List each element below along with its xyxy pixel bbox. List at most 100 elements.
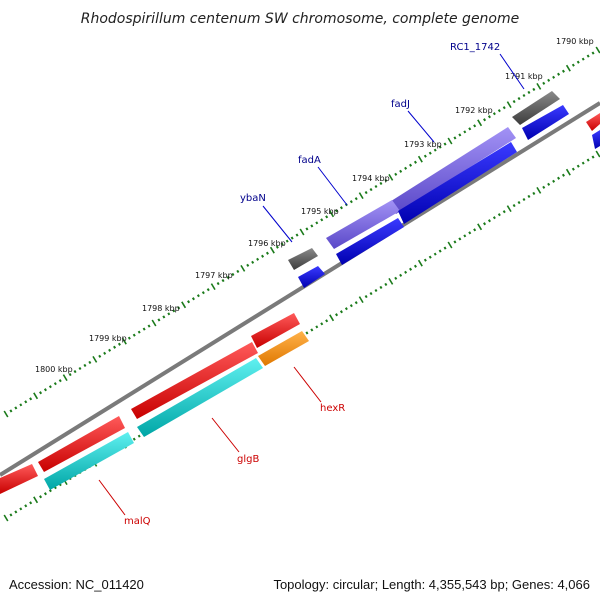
gene-hexR[interactable] [258,331,309,366]
outer-minor-tick [571,63,575,67]
outer-minor-tick [83,363,87,368]
outer-minor-tick [14,406,18,410]
inner-minor-tick [137,434,141,438]
outer-minor-tick [58,379,62,383]
inner-minor-tick [483,222,487,226]
outer-minor-tick [221,278,225,283]
inner-minor-tick [433,252,437,256]
outer-minor-tick [399,169,403,173]
inner-major-tick [33,496,39,504]
inner-minor-tick [492,216,496,220]
gene-label-ybaN: ybaN [240,193,266,204]
gene-ybaN[interactable] [288,248,318,270]
outer-major-tick [388,173,394,181]
cds-blue-4[interactable] [298,266,325,288]
outer-minor-tick [349,200,353,204]
outer-minor-tick [98,354,102,358]
inner-minor-tick [532,191,536,196]
inner-minor-tick [571,167,575,171]
inner-major-tick [417,259,423,267]
outer-minor-tick [423,154,427,158]
gene-label-malQ: malQ [124,516,151,527]
cds-red-4[interactable] [38,416,125,472]
inner-minor-tick [354,301,358,305]
cds-red-5[interactable] [0,464,38,494]
cds-blue-5[interactable] [592,130,600,149]
outer-minor-tick [216,281,220,286]
leader-rc1-1742 [499,53,525,90]
outer-minor-tick [73,369,77,374]
outer-major-tick [477,119,483,127]
cds-red-2[interactable] [251,313,300,348]
outer-minor-tick [310,224,314,228]
outer-minor-tick [591,51,595,55]
outer-minor-tick [581,57,585,61]
gene-label-rc1-1742: RC1_1742 [450,42,500,53]
outer-minor-tick [78,366,82,371]
gene-fada[interactable] [326,200,400,249]
kbp-label-1791: 1791 kbp [505,72,543,81]
inner-minor-tick [339,310,343,314]
outer-minor-tick [137,330,141,334]
leader-fadj [407,110,435,143]
inner-minor-tick [43,492,47,496]
outer-minor-tick [473,124,477,128]
inner-minor-tick [428,255,432,259]
outer-minor-tick [512,99,516,104]
outer-minor-tick [433,148,437,152]
leader-malQ [98,479,126,516]
outer-minor-tick [561,69,565,73]
outer-minor-tick [19,403,23,407]
outer-minor-tick [157,318,161,322]
inner-minor-tick [557,176,561,180]
inner-minor-tick [132,437,136,441]
inner-major-tick [506,205,512,213]
outer-minor-tick [369,187,373,192]
outer-minor-tick [142,327,146,331]
outer-major-tick [358,192,364,200]
outer-minor-tick [443,142,447,146]
outer-minor-tick [487,115,491,119]
inner-minor-tick [438,249,442,253]
inner-major-tick [477,223,483,231]
leader-hexR [293,366,322,403]
kbp-label-1798: 1798 kbp [142,304,180,313]
outer-minor-tick [191,297,195,301]
gene-fadj[interactable] [388,127,516,214]
outer-minor-tick [502,106,506,110]
gene-rc1-1742[interactable] [512,91,560,125]
outer-minor-tick [335,209,339,213]
outer-minor-tick [384,178,388,183]
outer-minor-tick [552,75,556,79]
outer-major-tick [181,301,187,309]
outer-minor-tick [231,272,235,277]
gene-malQ[interactable] [44,432,134,490]
inner-minor-tick [24,504,28,508]
inner-minor-tick [423,258,427,262]
outer-minor-tick [117,342,121,346]
outer-minor-tick [132,333,136,337]
cds-red-1[interactable] [586,113,600,131]
outer-minor-tick [39,391,43,395]
outer-minor-tick [522,93,526,98]
cds-blue-3[interactable] [336,218,404,265]
outer-major-tick [3,410,9,418]
outer-minor-tick [320,218,324,222]
outer-minor-tick [453,136,457,140]
outer-minor-tick [542,81,546,85]
outer-minor-tick [339,206,343,210]
outer-major-tick [299,228,305,236]
leader-fada [317,166,348,206]
outer-minor-tick [483,118,487,122]
kbp-label-1799: 1799 kbp [89,334,127,343]
outer-minor-tick [177,306,181,310]
inner-minor-tick [48,489,52,493]
inner-minor-tick [487,219,491,223]
outer-minor-tick [295,233,299,237]
cds-blue-2[interactable] [398,142,517,224]
outer-minor-tick [172,309,176,313]
cds-red-3[interactable] [131,342,258,419]
gene-glgB[interactable] [137,358,263,437]
cds-blue-1[interactable] [522,105,569,140]
inner-major-tick [595,150,600,158]
